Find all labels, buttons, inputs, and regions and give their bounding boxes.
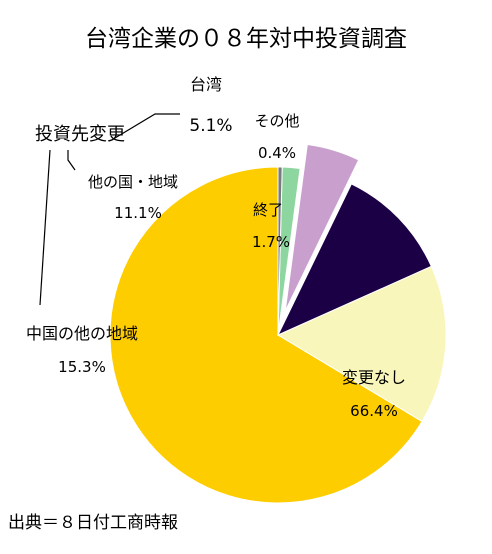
pie-slice-no-change	[109, 166, 423, 504]
pie-slice-other-country	[276, 183, 432, 337]
slice-value-no-change: 66.4%	[350, 402, 398, 420]
pie-slice-other	[277, 166, 283, 336]
pie-slice-other-china-region	[276, 265, 447, 423]
slice-value-taiwan: 5.1%	[189, 116, 232, 136]
leader-line-group	[67, 150, 76, 171]
slice-label-other: その他	[254, 112, 299, 130]
pie-slice-taiwan	[284, 143, 360, 312]
slice-label-no-change: 変更なし	[342, 368, 406, 387]
slice-label-terminated: 終了	[253, 201, 283, 219]
group-label: 投資先変更	[35, 124, 125, 145]
pie-slices	[109, 143, 447, 504]
slice-value-other-china-region: 15.3%	[58, 358, 106, 376]
slice-label-other-country: 他の国・地域	[88, 173, 178, 191]
slice-value-other-country: 11.1%	[114, 204, 162, 222]
source-note: 出典＝８日付工商時報	[8, 513, 178, 533]
chart-title: 台湾企業の０８年対中投資調査	[85, 26, 407, 52]
leader-lines	[39, 113, 180, 306]
slice-value-other: 0.4%	[258, 144, 296, 162]
leader-line-group-china	[39, 149, 51, 306]
leader-line-taiwan	[114, 113, 180, 139]
slice-value-terminated: 1.7%	[252, 233, 290, 251]
slice-labels: 変更なし 66.4% 中国の他の地域 15.3% 他の国・地域 11.1% 台湾 5.1% 終了…	[26, 75, 406, 420]
slice-label-taiwan: 台湾	[190, 75, 222, 94]
slice-label-other-china-region: 中国の他の地域	[26, 324, 138, 343]
